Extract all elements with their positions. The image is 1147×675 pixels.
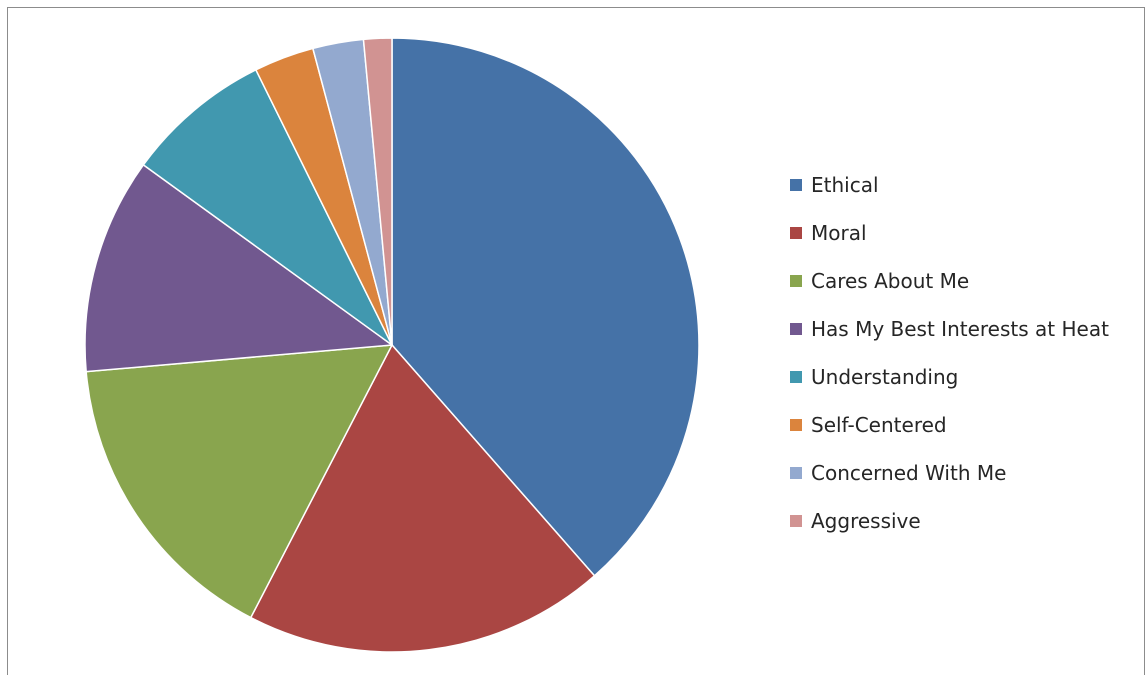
legend-label: Cares About Me — [811, 269, 970, 293]
legend-label: Understanding — [811, 365, 959, 389]
legend-swatch — [790, 323, 802, 335]
legend-item-understanding: Understanding — [790, 353, 1109, 401]
legend-label: Self-Centered — [811, 413, 947, 437]
legend-item-aggressive: Aggressive — [790, 497, 1109, 545]
legend-label: Ethical — [811, 173, 879, 197]
pie-slice-understanding — [142, 69, 393, 346]
legend: Ethical Moral Cares About Me Has My Best In… — [790, 161, 1109, 545]
legend-swatch — [790, 179, 802, 191]
legend-label: Has My Best Interests at Heat — [811, 317, 1109, 341]
pie-slice-has-my-best-interests-at-heat — [84, 164, 393, 373]
pie-slice-ethical — [391, 37, 700, 577]
legend-swatch — [790, 467, 802, 479]
legend-label: Aggressive — [811, 509, 921, 533]
legend-item-concerned-with-me: Concerned With Me — [790, 449, 1109, 497]
legend-swatch — [790, 371, 802, 383]
legend-swatch — [790, 227, 802, 239]
pie-slice-moral — [250, 344, 596, 653]
legend-label: Moral — [811, 221, 867, 245]
legend-item-moral: Moral — [790, 209, 1109, 257]
legend-swatch — [790, 419, 802, 431]
legend-item-cares-about-me: Cares About Me — [790, 257, 1109, 305]
legend-label: Concerned With Me — [811, 461, 1007, 485]
legend-swatch — [790, 515, 802, 527]
pie-slice-cares-about-me — [85, 344, 393, 619]
pie-slice-aggressive — [362, 37, 393, 346]
legend-item-self-centered: Self-Centered — [790, 401, 1109, 449]
legend-item-has-my-best-interests-at-heat: Has My Best Interests at Heat — [790, 305, 1109, 353]
legend-item-ethical: Ethical — [790, 161, 1109, 209]
legend-swatch — [790, 275, 802, 287]
